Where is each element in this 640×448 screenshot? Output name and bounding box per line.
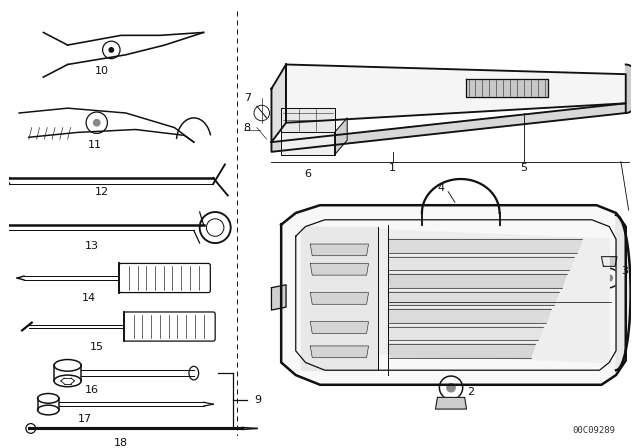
Text: 16: 16 xyxy=(85,385,99,395)
Polygon shape xyxy=(310,293,369,304)
Polygon shape xyxy=(388,239,582,253)
Text: 13: 13 xyxy=(85,241,99,251)
Circle shape xyxy=(605,274,613,282)
Polygon shape xyxy=(310,263,369,275)
Polygon shape xyxy=(388,309,551,323)
Text: 5: 5 xyxy=(520,164,527,173)
Text: 15: 15 xyxy=(90,342,104,352)
Polygon shape xyxy=(281,108,335,133)
Polygon shape xyxy=(301,227,378,370)
Text: 7: 7 xyxy=(244,94,251,103)
Polygon shape xyxy=(271,103,626,152)
Text: 17: 17 xyxy=(78,414,92,424)
Text: 18: 18 xyxy=(114,438,128,448)
Polygon shape xyxy=(626,65,640,113)
Circle shape xyxy=(93,119,100,127)
Text: 12: 12 xyxy=(95,187,109,197)
Polygon shape xyxy=(335,118,347,155)
Polygon shape xyxy=(310,322,369,333)
Text: 6: 6 xyxy=(304,169,311,179)
Circle shape xyxy=(446,383,456,392)
Text: 00C09289: 00C09289 xyxy=(572,426,615,435)
Polygon shape xyxy=(602,257,617,267)
Polygon shape xyxy=(281,133,335,155)
Text: 11: 11 xyxy=(88,140,102,150)
Text: 1: 1 xyxy=(389,164,396,173)
Polygon shape xyxy=(286,65,626,123)
Polygon shape xyxy=(435,397,467,409)
Polygon shape xyxy=(305,227,609,362)
Text: 14: 14 xyxy=(82,293,96,303)
Polygon shape xyxy=(465,79,548,96)
Polygon shape xyxy=(271,65,286,142)
Polygon shape xyxy=(281,205,626,385)
Text: 10: 10 xyxy=(95,66,109,76)
Text: 3: 3 xyxy=(621,266,628,276)
Circle shape xyxy=(108,47,114,53)
Polygon shape xyxy=(388,327,543,340)
Text: 9: 9 xyxy=(254,395,261,405)
Polygon shape xyxy=(388,344,536,358)
Text: 8: 8 xyxy=(244,123,251,133)
Polygon shape xyxy=(388,292,559,305)
Text: 4: 4 xyxy=(438,183,445,193)
Polygon shape xyxy=(388,257,574,270)
Polygon shape xyxy=(271,285,286,310)
Polygon shape xyxy=(310,346,369,358)
Polygon shape xyxy=(616,215,630,370)
Polygon shape xyxy=(310,244,369,256)
Text: 2: 2 xyxy=(468,387,475,396)
Polygon shape xyxy=(388,274,566,288)
